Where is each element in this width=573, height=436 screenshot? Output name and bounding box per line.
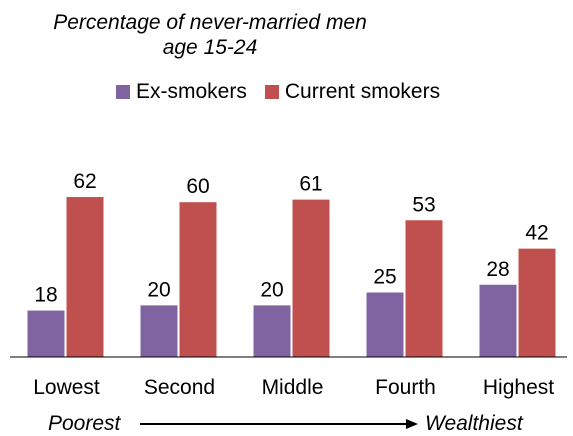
bar-current-smokers-fourth	[405, 220, 443, 357]
x-tick-label-fourth: Fourth	[375, 376, 436, 399]
legend-label-current-smokers: Current smokers	[284, 80, 441, 103]
data-label-current-smokers-fourth: 53	[412, 193, 435, 216]
x-tick-label-middle: Middle	[262, 376, 324, 399]
bar-current-smokers-middle	[292, 199, 330, 357]
legend-label-ex-smokers: Ex-smokers	[136, 80, 247, 103]
legend-swatch-current-smokers	[264, 85, 279, 99]
data-label-current-smokers-second: 60	[186, 175, 209, 198]
bar-ex-smokers-fourth	[366, 292, 404, 357]
x-tick-label-lowest: Lowest	[33, 376, 100, 399]
data-label-current-smokers-middle: 61	[299, 173, 322, 196]
legend: Ex-smokers Current smokers	[116, 80, 458, 104]
x-tick-label-highest: Highest	[483, 376, 554, 399]
bar-ex-smokers-lowest	[27, 310, 65, 357]
bar-ex-smokers-second	[140, 305, 178, 357]
x-tick-label-second: Second	[144, 376, 215, 399]
data-label-current-smokers-lowest: 62	[73, 170, 96, 193]
bar-current-smokers-lowest	[66, 197, 104, 357]
caption-wealthiest: Wealthiest	[425, 412, 523, 435]
data-label-ex-smokers-lowest: 18	[34, 284, 57, 307]
data-label-ex-smokers-middle: 20	[260, 278, 283, 301]
data-label-ex-smokers-fourth: 25	[373, 266, 396, 289]
data-label-ex-smokers-second: 20	[147, 278, 170, 301]
bar-ex-smokers-middle	[253, 305, 291, 357]
legend-item-current-smokers: Current smokers	[264, 80, 441, 104]
wealth-arrow	[140, 419, 418, 429]
legend-swatch-ex-smokers	[116, 85, 130, 99]
bar-current-smokers-highest	[518, 248, 556, 357]
data-label-ex-smokers-highest: 28	[486, 258, 509, 281]
bar-current-smokers-second	[179, 202, 217, 357]
bar-ex-smokers-highest	[479, 284, 517, 357]
legend-item-ex-smokers: Ex-smokers	[116, 80, 247, 104]
chart-title: Percentage of never-married men	[53, 11, 367, 34]
caption-poorest: Poorest	[48, 412, 121, 435]
chart-subtitle: age 15-24	[162, 36, 258, 59]
data-label-current-smokers-highest: 42	[525, 222, 548, 245]
